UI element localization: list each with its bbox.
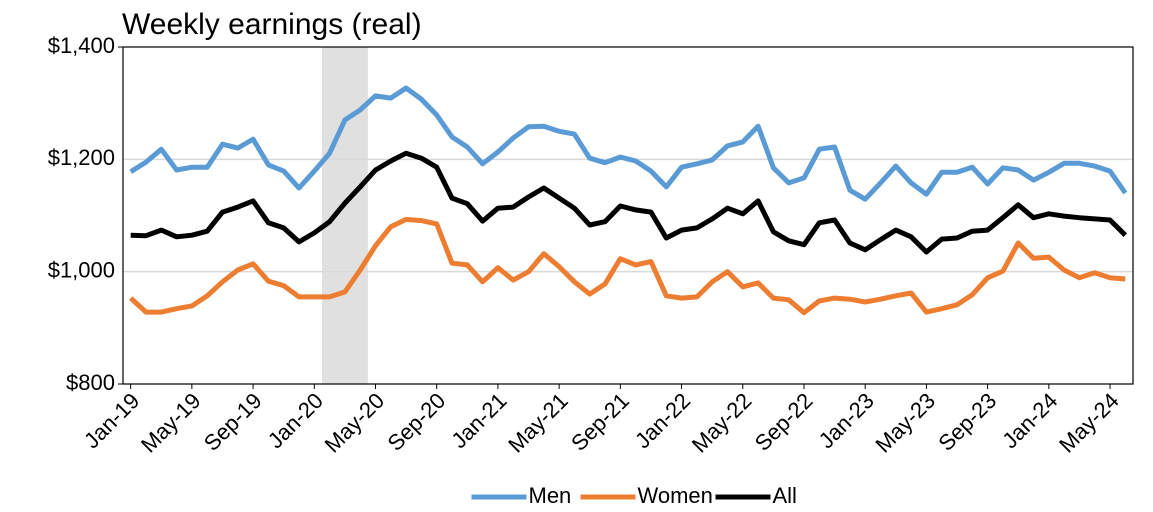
x-tick-label: Jan-21 <box>446 388 511 453</box>
x-tick-label: Sep-20 <box>383 388 451 456</box>
x-tick-label: May-20 <box>320 388 390 458</box>
y-tick-label: $1,000 <box>48 257 115 282</box>
series-line <box>129 85 1128 202</box>
x-tick-label: Jan-19 <box>79 388 144 453</box>
x-tick-label: May-23 <box>871 388 941 458</box>
chart-title: Weekly earnings (real) <box>122 8 422 41</box>
x-tick-label: Jan-20 <box>263 388 328 453</box>
x-tick-label: Sep-23 <box>933 388 1001 456</box>
legend-label: Women <box>638 483 713 508</box>
x-tick-label: Sep-19 <box>199 388 267 456</box>
series-line <box>129 216 1126 316</box>
shaded-region <box>321 47 368 384</box>
x-tick-label: May-24 <box>1054 388 1124 458</box>
y-tick-label: $1,400 <box>48 33 115 58</box>
x-tick-label: Jan-24 <box>997 388 1062 453</box>
y-tick-label: $1,200 <box>48 145 115 170</box>
x-tick-label: Jan-22 <box>630 388 695 453</box>
x-tick-label: Sep-21 <box>566 388 634 456</box>
x-tick-label: Sep-22 <box>750 388 818 456</box>
x-tick-label: May-19 <box>136 388 206 458</box>
y-tick-label: $800 <box>66 370 115 395</box>
x-tick-label: May-21 <box>503 388 573 458</box>
x-tick-label: Jan-23 <box>814 388 879 453</box>
legend-label: Men <box>529 483 572 508</box>
plot-frame <box>122 46 1134 385</box>
legend-label: All <box>773 483 797 508</box>
x-tick-label: May-22 <box>687 388 757 458</box>
series-line <box>130 150 1128 255</box>
